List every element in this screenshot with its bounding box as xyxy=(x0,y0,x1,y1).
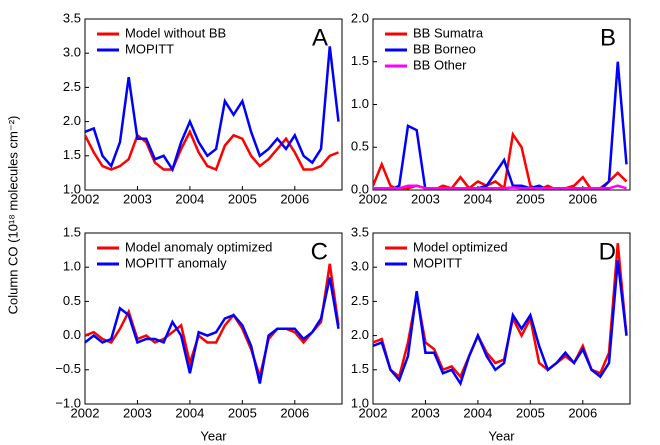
y-tick-label: 1.5 xyxy=(351,53,369,68)
x-tick-label: 2004 xyxy=(175,405,204,420)
y-tick-label: 0.0 xyxy=(351,181,369,196)
y-tick-label: −0.5 xyxy=(55,361,81,376)
panel-letter: D xyxy=(599,238,616,265)
y-tick-label: 0.5 xyxy=(63,293,81,308)
series-line xyxy=(85,263,340,382)
x-tick-label: 2005 xyxy=(228,405,257,420)
series-line xyxy=(373,243,628,379)
legend-label: BB Other xyxy=(413,57,467,72)
legend-label: BB Sumatra xyxy=(413,25,484,40)
x-tick-label: 2003 xyxy=(411,405,440,420)
x-tick-label: 2006 xyxy=(568,405,597,420)
x-axis-label: Year xyxy=(488,428,515,443)
panel-letter: B xyxy=(600,24,616,51)
y-tick-label: 1.0 xyxy=(63,181,81,196)
y-tick-label: 3.0 xyxy=(351,259,369,274)
y-tick-label: 2.5 xyxy=(63,79,81,94)
y-tick-label: 1.5 xyxy=(63,224,81,239)
y-tick-label: 2.5 xyxy=(351,293,369,308)
x-tick-label: 2002 xyxy=(71,191,100,206)
x-tick-label: 2002 xyxy=(359,405,388,420)
y-tick-label: 0.0 xyxy=(63,327,81,342)
y-tick-label: 1.5 xyxy=(351,361,369,376)
y-tick-label: 2.0 xyxy=(351,327,369,342)
series-line xyxy=(373,184,627,190)
series-line xyxy=(85,128,339,172)
y-tick-label: 1.0 xyxy=(351,395,369,410)
y-tick-label: 2.0 xyxy=(63,113,81,128)
x-tick-label: 2005 xyxy=(228,191,257,206)
y-tick-label: −1.0 xyxy=(55,395,81,410)
x-tick-label: 2004 xyxy=(463,191,492,206)
y-tick-label: 1.0 xyxy=(63,259,81,274)
y-tick-label: 1.0 xyxy=(351,96,369,111)
series-line xyxy=(85,46,340,173)
plot-area xyxy=(84,232,343,405)
y-axis-label: Column CO (10¹⁸ molecules cm⁻²) xyxy=(5,116,20,315)
x-tick-label: 2005 xyxy=(516,405,545,420)
y-tick-label: 3.0 xyxy=(63,45,81,60)
panel-letter: C xyxy=(311,238,328,265)
y-tick-label: 1.5 xyxy=(63,147,81,162)
panel-letter: A xyxy=(312,24,328,51)
series-line xyxy=(373,61,628,190)
x-tick-label: 2003 xyxy=(123,405,152,420)
plot-area xyxy=(372,232,631,405)
legend-label: Model optimized xyxy=(413,239,508,254)
plot-area xyxy=(84,18,343,191)
series-line xyxy=(373,131,628,190)
y-tick-label: 3.5 xyxy=(63,10,81,25)
x-tick-label: 2002 xyxy=(359,191,388,206)
y-tick-label: 3.5 xyxy=(351,224,369,239)
legend-label: BB Borneo xyxy=(413,41,476,56)
x-tick-label: 2006 xyxy=(280,191,309,206)
x-tick-label: 2003 xyxy=(123,191,152,206)
legend-label: MOPITT xyxy=(413,255,462,270)
x-axis-label: Year xyxy=(200,428,227,443)
y-tick-label: 0.5 xyxy=(351,139,369,154)
series-line xyxy=(373,260,628,387)
x-tick-label: 2006 xyxy=(568,191,597,206)
x-tick-label: 2005 xyxy=(516,191,545,206)
x-tick-label: 2004 xyxy=(463,405,492,420)
legend-label: MOPITT anomaly xyxy=(125,255,227,270)
series-line xyxy=(85,277,340,384)
x-tick-label: 2004 xyxy=(175,191,204,206)
y-tick-label: 2.0 xyxy=(351,10,369,25)
legend-label: MOPITT xyxy=(125,41,174,56)
x-tick-label: 2006 xyxy=(280,405,309,420)
legend-label: Model without BB xyxy=(125,25,226,40)
x-tick-label: 2003 xyxy=(411,191,440,206)
x-tick-label: 2002 xyxy=(71,405,100,420)
legend-label: Model anomaly optimized xyxy=(125,239,272,254)
